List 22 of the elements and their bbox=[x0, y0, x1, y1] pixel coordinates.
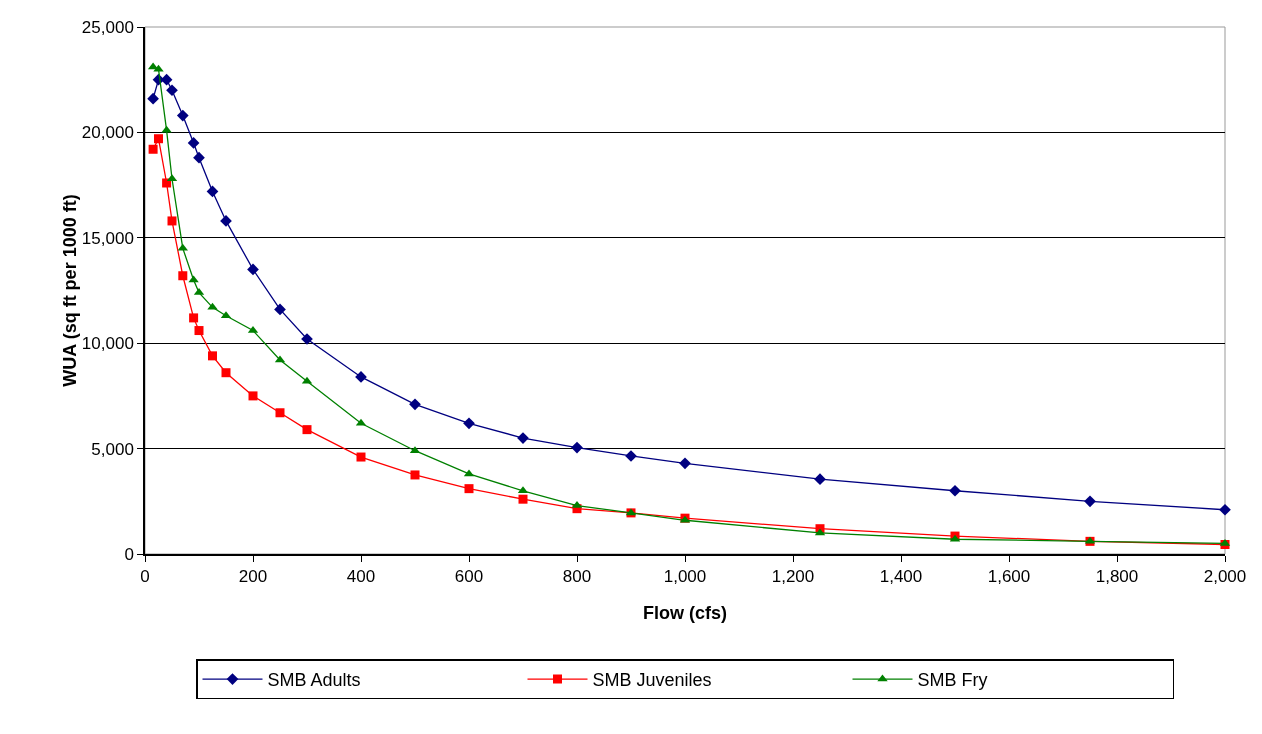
x-tick-label: 600 bbox=[454, 567, 484, 587]
x-tick-label: 400 bbox=[346, 567, 376, 587]
x-tick-label: 1,400 bbox=[879, 567, 923, 587]
x-tick-label: 1,800 bbox=[1095, 567, 1139, 587]
y-tick-label: 0 bbox=[124, 544, 134, 564]
y-axis-title: WUA (sq ft per 1000 ft) bbox=[59, 194, 80, 387]
x-tick-label: 1,600 bbox=[987, 567, 1031, 587]
legend-label: SMB Fry bbox=[917, 670, 988, 691]
y-tick-label: 15,000 bbox=[81, 228, 134, 248]
x-axis-title: Flow (cfs) bbox=[643, 602, 727, 623]
x-tick-label: 800 bbox=[562, 567, 592, 587]
legend-label: SMB Juveniles bbox=[592, 670, 712, 691]
x-tick-label: 200 bbox=[238, 567, 268, 587]
x-tick-label: 2,000 bbox=[1203, 567, 1247, 587]
y-tick-label: 10,000 bbox=[81, 334, 134, 354]
x-tick-label: 0 bbox=[140, 567, 150, 587]
x-tick-label: 1,200 bbox=[771, 567, 815, 587]
y-tick-label: 25,000 bbox=[81, 17, 134, 37]
y-tick-label: 5,000 bbox=[91, 439, 134, 459]
y-tick-label: 20,000 bbox=[81, 123, 134, 143]
legend-label: SMB Adults bbox=[267, 670, 361, 691]
x-tick-label: 1,000 bbox=[663, 567, 707, 587]
